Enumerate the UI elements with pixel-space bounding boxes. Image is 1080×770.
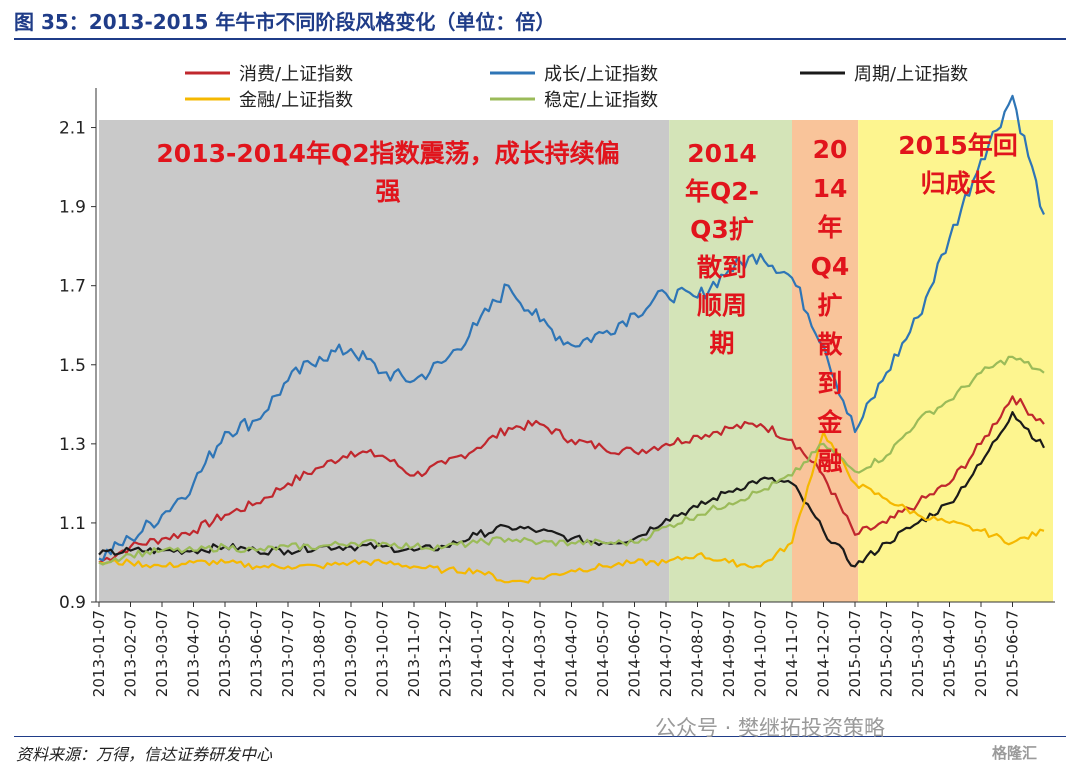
region-band-2 [792, 120, 859, 602]
figure-title: 图 35：2013-2015 年牛市不同阶段风格变化（单位：倍） [14, 10, 556, 34]
x-tick-label-26: 2015-03-07 [909, 610, 927, 697]
x-tick-label-29: 2015-06-07 [1004, 610, 1022, 697]
x-tick-label-13: 2014-02-07 [500, 610, 518, 697]
series-line-4 [98, 355, 1045, 566]
watermark-logo: 格隆汇 [992, 744, 1038, 762]
x-tick-label-11: 2013-12-07 [437, 610, 455, 697]
region-labels-layer: 2013-2014年Q2指数震荡，成长持续偏强2014年Q2-Q3扩散到顺周期2… [156, 131, 1017, 476]
x-tick-label-19: 2014-08-07 [689, 610, 707, 697]
y-tick-label-5: 1.9 [59, 198, 86, 218]
region-label-2-line-4: 扩 [817, 291, 842, 320]
x-tick-label-3: 2013-04-07 [185, 610, 203, 697]
x-tick-label-0: 2013-01-07 [90, 610, 108, 697]
region-label-1-line-0: 2014 [687, 139, 757, 168]
x-tick-label-2: 2013-03-07 [153, 610, 171, 697]
series-line-0 [98, 395, 1045, 564]
x-tick-label-15: 2014-04-07 [563, 610, 581, 697]
footer-rule [14, 736, 1066, 737]
series-line-1 [98, 94, 1045, 562]
x-tick-label-21: 2014-10-07 [752, 610, 770, 697]
legend-label-3: 金融/上证指数 [239, 90, 353, 111]
x-tick-label-27: 2015-04-07 [941, 610, 959, 697]
x-tick-label-5: 2013-06-07 [248, 610, 266, 697]
region-band-0 [99, 120, 670, 602]
region-label-2-line-0: 20 [813, 135, 848, 164]
y-tick-label-6: 2.1 [59, 119, 86, 139]
region-label-1-line-2: Q3扩 [690, 215, 754, 244]
legend-label-2: 周期/上证指数 [854, 64, 968, 85]
region-label-1-line-3: 散到 [697, 253, 747, 282]
region-label-0-line-0: 2013-2014年Q2指数震荡，成长持续偏 [156, 139, 619, 168]
region-label-1-line-4: 顺周 [697, 291, 747, 320]
source-note: 资料来源：万得，信达证券研发中心 [16, 745, 273, 764]
x-tick-label-10: 2013-11-07 [405, 610, 423, 697]
y-tick-label-4: 1.7 [59, 277, 86, 297]
region-label-2-line-6: 到 [817, 369, 842, 398]
region-label-2-line-8: 融 [817, 447, 842, 476]
x-tick-label-1: 2013-02-07 [122, 610, 140, 697]
legend-label-4: 稳定/上证指数 [544, 90, 658, 111]
x-tick-label-17: 2014-06-07 [626, 610, 644, 697]
region-label-3-line-1: 归成长 [920, 169, 996, 198]
region-label-2-line-3: Q4 [811, 252, 850, 281]
x-tick-label-6: 2013-07-07 [279, 610, 297, 697]
x-tick-label-25: 2015-02-07 [878, 610, 896, 697]
legend-label-0: 消费/上证指数 [239, 64, 353, 85]
region-band-1 [669, 120, 792, 602]
x-tick-label-22: 2014-11-07 [783, 610, 801, 697]
x-tick-label-4: 2013-05-07 [216, 610, 234, 697]
x-tick-label-8: 2013-09-07 [342, 610, 360, 697]
region-label-3-line-0: 2015年回 [898, 131, 1018, 160]
x-tick-label-23: 2014-12-07 [815, 610, 833, 697]
x-tick-label-12: 2014-01-07 [468, 610, 486, 697]
region-label-2-line-5: 散 [817, 330, 842, 359]
y-tick-label-1: 1.1 [59, 514, 86, 534]
watermark-text: 公众号 · 樊继拓投资策略 [655, 716, 886, 740]
region-label-1-line-5: 期 [709, 329, 734, 358]
y-tick-label-0: 0.9 [59, 593, 86, 613]
x-tick-label-28: 2015-05-07 [972, 610, 990, 697]
y-tick-label-2: 1.3 [59, 435, 86, 455]
region-label-2-line-2: 年 [817, 213, 842, 242]
region-label-0-line-1: 强 [375, 177, 400, 206]
x-tick-label-7: 2013-08-07 [311, 610, 329, 697]
regions-layer [99, 120, 1053, 602]
x-tick-label-14: 2014-03-07 [531, 610, 549, 697]
legend-label-1: 成长/上证指数 [544, 64, 658, 85]
series-line-3 [98, 430, 1045, 584]
x-tick-label-24: 2015-01-07 [846, 610, 864, 697]
y-tick-label-3: 1.5 [59, 356, 86, 376]
series-layer [98, 94, 1045, 584]
x-tick-label-20: 2014-09-07 [720, 610, 738, 697]
x-tick-label-16: 2014-05-07 [594, 610, 612, 697]
axes-layer: 0.9 1.1 1.3 1.5 1.7 1.9 2.1 2013-01-07 2013-02-0… [59, 88, 1055, 697]
x-tick-label-18: 2014-07-07 [657, 610, 675, 697]
region-label-1-line-1: 年Q2- [685, 177, 759, 206]
region-label-2-line-7: 金 [816, 408, 843, 437]
title-rule [14, 38, 1066, 40]
region-label-2-line-1: 14 [813, 174, 848, 203]
x-tick-label-9: 2013-10-07 [374, 610, 392, 697]
